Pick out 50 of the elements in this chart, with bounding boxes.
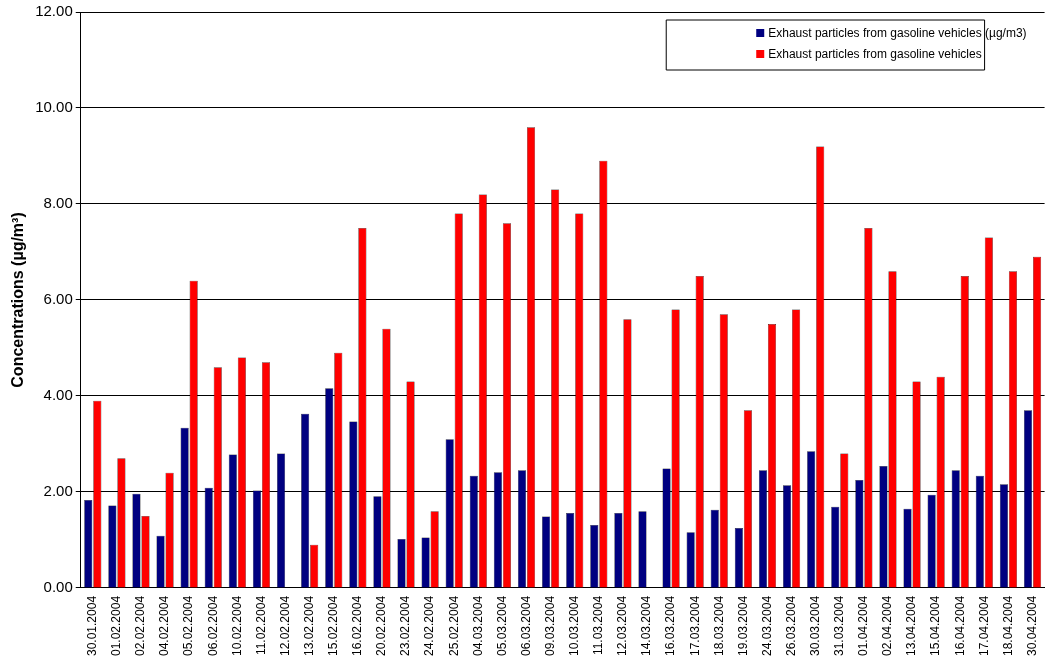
x-tick-label: 11.03.2004	[591, 595, 606, 656]
x-tick-label: 15.04.2004	[928, 595, 943, 656]
y-tick-label: 12.00	[35, 2, 73, 20]
x-tick-label: 06.03.2004	[518, 595, 533, 656]
x-tick-label: 31.03.2004	[832, 595, 847, 656]
x-tick-label: 14.03.2004	[639, 595, 654, 656]
x-tick-label: 24.02.2004	[422, 595, 437, 656]
x-tick-label: 13.04.2004	[904, 595, 919, 656]
x-tick-label: 30.03.2004	[807, 595, 822, 656]
x-tick-label: 11.02.2004	[253, 595, 268, 656]
x-tick-label: 18.04.2004	[1000, 595, 1015, 656]
x-tick-label: 20.02.2004	[374, 595, 389, 656]
legend-label: Exhaust particles from gasoline vehicles (µg/m3)	[768, 26, 1027, 41]
x-tick-label: 16.04.2004	[952, 595, 967, 656]
y-axis-title: Concentrations (µg/m³)	[9, 212, 27, 388]
x-tick-label: 16.02.2004	[350, 595, 365, 656]
y-tick-label: 8.00	[43, 194, 73, 212]
x-tick-label: 05.03.2004	[494, 595, 509, 656]
y-tick-label: 10.00	[35, 98, 73, 116]
x-tick-label: 26.03.2004	[783, 595, 798, 656]
x-tick-label: 30.04.2004	[1024, 595, 1039, 656]
x-tick-label: 17.03.2004	[687, 595, 702, 656]
x-tick-label: 04.02.2004	[157, 595, 172, 656]
x-tick-label: 01.04.2004	[856, 595, 871, 656]
x-tick-label: 30.01.2004	[85, 595, 100, 656]
x-tick-label: 10.03.2004	[567, 595, 582, 656]
x-tick-label: 18.03.2004	[711, 595, 726, 656]
x-tick-label: 12.03.2004	[615, 595, 630, 656]
x-tick-label: 23.02.2004	[398, 595, 413, 656]
x-tick-label: 01.02.2004	[109, 595, 124, 656]
x-tick-label: 09.03.2004	[542, 595, 557, 656]
x-tick-label: 13.02.2004	[301, 595, 316, 656]
x-tick-label: 15.02.2004	[326, 595, 341, 656]
y-tick-label: 2.00	[43, 482, 73, 500]
x-tick-label: 12.02.2004	[277, 595, 292, 656]
x-tick-label: 06.02.2004	[205, 595, 220, 656]
y-tick-label: 0.00	[43, 578, 73, 596]
y-tick-label: 4.00	[43, 386, 73, 404]
x-tick-label: 02.02.2004	[133, 595, 148, 656]
x-tick-label: 17.04.2004	[976, 595, 991, 656]
legend-label: Exhaust particles from gasoline vehicles	[768, 47, 982, 62]
x-tick-label: 24.03.2004	[759, 595, 774, 656]
x-tick-label: 05.02.2004	[181, 595, 196, 656]
x-tick-label: 19.03.2004	[735, 595, 750, 656]
y-tick-label: 6.00	[43, 290, 73, 308]
x-tick-label: 10.02.2004	[229, 595, 244, 656]
x-tick-label: 02.04.2004	[880, 595, 895, 656]
x-tick-label: 25.02.2004	[446, 595, 461, 656]
x-tick-label: 04.03.2004	[470, 595, 485, 656]
x-tick-label: 16.03.2004	[663, 595, 678, 656]
